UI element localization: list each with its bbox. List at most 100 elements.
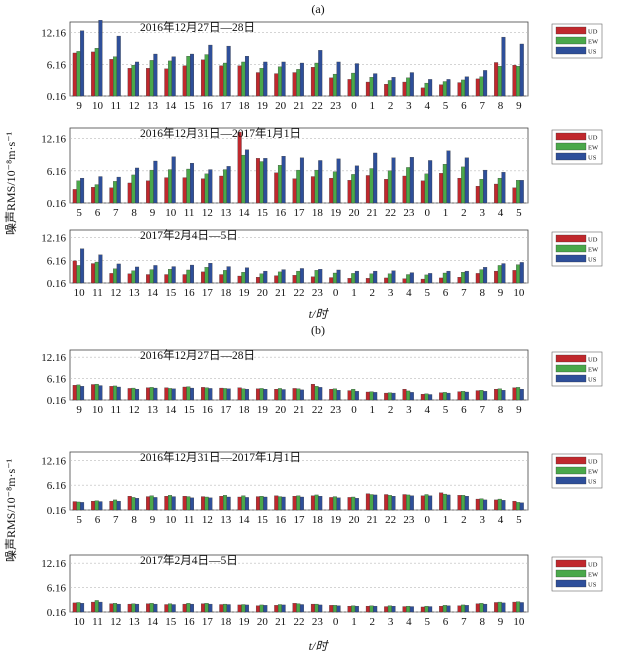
bar-ud	[439, 173, 444, 204]
bar-ud	[475, 273, 480, 284]
x-tick-label: 14	[165, 100, 177, 112]
bar-us	[244, 149, 249, 204]
bar-us	[171, 604, 176, 613]
bar-us	[501, 390, 506, 401]
x-tick-label: 23	[330, 100, 342, 112]
bar-ud	[310, 383, 315, 401]
bar-us	[318, 160, 323, 204]
bar-ud	[310, 495, 315, 511]
bar-ud	[475, 603, 480, 613]
bar-ud	[91, 263, 96, 284]
bar-us	[226, 45, 231, 97]
y-tick-label: 0.16	[47, 198, 67, 210]
bar-us	[373, 270, 378, 284]
panel-label-b: (b)	[311, 323, 325, 337]
bar-ew	[296, 169, 301, 204]
bar-ud	[127, 388, 132, 401]
bar-ud	[512, 601, 517, 613]
bar-us	[116, 176, 121, 204]
x-tick-label: 23	[403, 514, 415, 526]
bar-us	[336, 390, 341, 401]
bar-ew	[332, 388, 337, 401]
legend-swatch-ud	[555, 456, 587, 465]
bar-ud	[109, 187, 114, 204]
bar-us	[519, 502, 524, 511]
bar-us	[299, 62, 304, 97]
x-tick-label: 5	[76, 514, 82, 526]
legend-label-us: US	[588, 377, 597, 384]
bar-ew	[479, 603, 484, 613]
x-tick-label: 18	[312, 207, 324, 219]
bar-us	[208, 388, 213, 401]
bar-ew	[113, 56, 118, 97]
legend-swatch-ew	[555, 36, 587, 45]
bar-ew	[94, 383, 99, 401]
x-tick-label: 22	[294, 616, 305, 628]
bar-ud	[219, 175, 224, 204]
bar-ew	[497, 498, 502, 511]
bar-ud	[402, 494, 407, 511]
bar-ud	[310, 67, 315, 97]
bar-ud	[164, 68, 169, 97]
bar-ew	[332, 272, 337, 284]
bar-ew	[296, 69, 301, 97]
bar-ud	[91, 601, 96, 613]
bar-ud	[237, 604, 242, 613]
x-tick-label: 15	[257, 514, 269, 526]
bar-ew	[314, 169, 319, 204]
bar-ud	[219, 274, 224, 284]
bar-ud	[494, 270, 499, 284]
bar-ew	[113, 181, 118, 204]
bar-ew	[113, 603, 118, 613]
bar-ew	[497, 265, 502, 284]
x-tick-label: 10	[513, 616, 525, 628]
bar-us	[116, 603, 121, 613]
bar-ew	[241, 272, 246, 284]
x-tick-label: 3	[479, 207, 485, 219]
bar-ew	[277, 496, 282, 511]
x-tick-label: 8	[131, 207, 137, 219]
bar-ud	[164, 274, 169, 284]
bar-ew	[223, 169, 227, 204]
x-tick-label: 17	[220, 100, 232, 112]
bar-us	[354, 165, 359, 204]
bar-us	[519, 602, 524, 613]
bar-ew	[277, 388, 282, 401]
bar-ud	[255, 158, 260, 204]
bar-us	[190, 162, 194, 204]
bar-us	[208, 263, 213, 284]
bar-ew	[204, 173, 209, 204]
x-tick-label: 21	[367, 514, 378, 526]
bar-us	[263, 496, 268, 511]
bar-ew	[442, 392, 447, 401]
bar-ud	[439, 492, 444, 511]
bar-ud	[494, 183, 499, 204]
x-tick-label: 1	[443, 207, 449, 219]
bar-us	[464, 270, 469, 284]
bar-us	[409, 495, 414, 511]
bar-us	[299, 389, 304, 401]
x-tick-label: 6	[461, 404, 467, 416]
bar-us	[483, 391, 488, 401]
x-tick-label: 2	[370, 287, 376, 299]
x-tick-label: 15	[184, 404, 196, 416]
bar-us	[135, 603, 140, 613]
x-tick-label: 17	[294, 514, 306, 526]
bar-ud	[402, 388, 407, 401]
x-tick-label: 10	[165, 207, 177, 219]
x-tick-label: 15	[184, 100, 196, 112]
bar-us	[171, 56, 176, 97]
bar-ew	[94, 184, 99, 204]
bar-us	[483, 169, 488, 204]
bar-ud	[329, 497, 334, 511]
x-tick-label: 16	[202, 100, 214, 112]
bar-us	[208, 497, 213, 511]
bar-ew	[516, 387, 521, 401]
x-tick-label: 9	[76, 404, 82, 416]
bar-ud	[146, 603, 151, 613]
x-tick-label: 3	[388, 287, 394, 299]
x-tick-label: 18	[239, 404, 251, 416]
bar-ud	[292, 275, 297, 284]
bar-us	[171, 388, 176, 401]
x-tick-label: 8	[479, 287, 485, 299]
